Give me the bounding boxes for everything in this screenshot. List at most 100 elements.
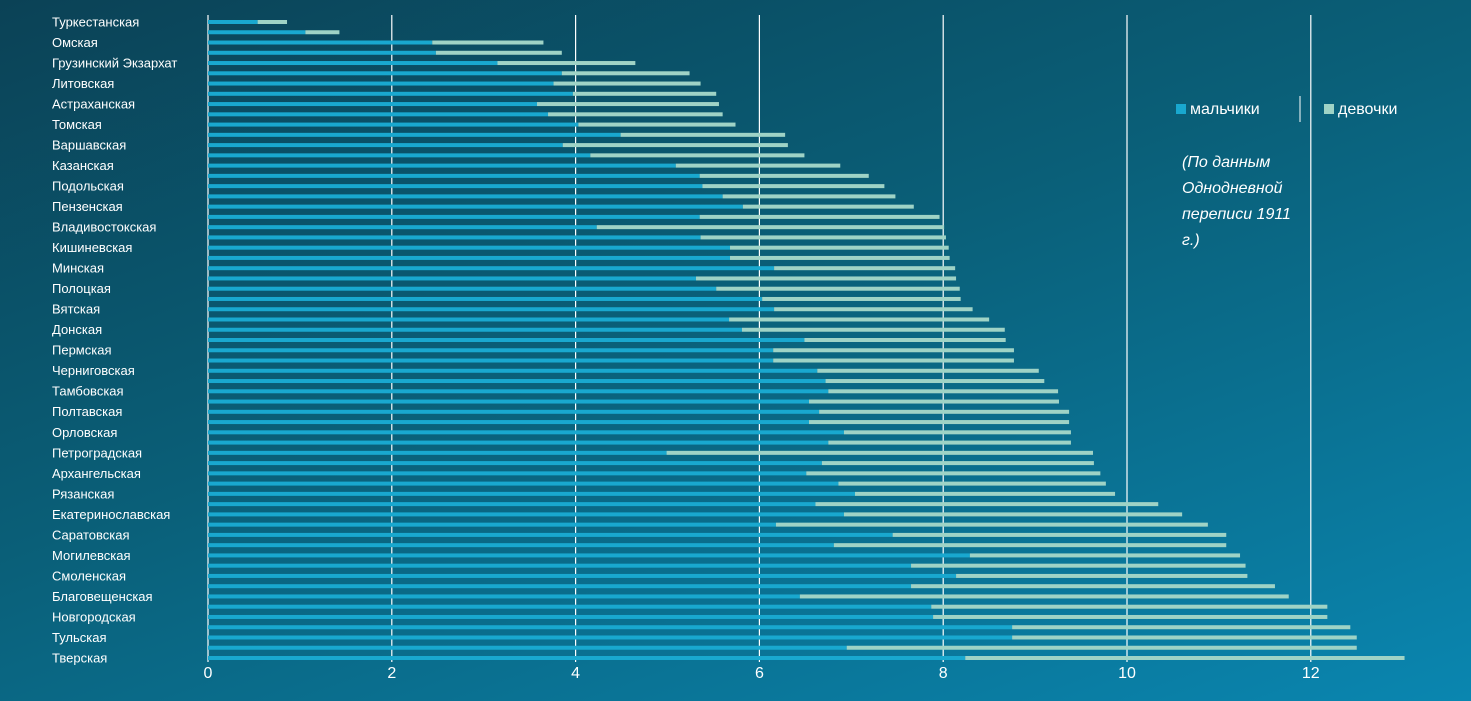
annotation: (По данным Однодневной переписи 1911 г.) <box>1182 154 1291 249</box>
y-tick-label: Саратовская <box>52 527 129 542</box>
bar-segment <box>208 71 562 76</box>
bar-segment <box>806 471 1101 476</box>
bar-segment <box>775 522 1208 527</box>
x-tick-label: 10 <box>1118 665 1136 682</box>
bar-segment <box>208 512 844 517</box>
bar-segment <box>208 420 810 425</box>
y-tick-label: Минская <box>52 261 104 276</box>
y-tick-label: Смоленская <box>52 568 126 583</box>
y-tick-label: Кишиневская <box>52 240 132 255</box>
bar-segment <box>965 656 1405 660</box>
y-tick-label: Подольская <box>52 179 124 194</box>
bar-segment <box>208 522 776 527</box>
bar-segment <box>773 358 1014 363</box>
y-tick-label: Грузинский Экзархат <box>52 55 177 70</box>
bar-segment <box>208 502 816 507</box>
bar-segment <box>208 327 742 332</box>
y-tick-label: Рязанская <box>52 486 114 501</box>
y-tick-label: Пермская <box>52 343 111 358</box>
bar-segment <box>208 594 800 599</box>
bar-segment <box>208 296 763 301</box>
bar-segment <box>208 471 807 476</box>
bar-segment <box>208 81 554 86</box>
bar-segment <box>208 61 498 66</box>
bar-segment <box>931 604 1328 609</box>
y-tick-label: Владивостокская <box>52 220 156 235</box>
y-tick-label: Тверская <box>52 650 107 665</box>
bar-segment <box>208 656 966 660</box>
legend-swatch <box>1324 104 1334 114</box>
bar-segment <box>702 184 885 189</box>
bar-segment <box>208 358 774 363</box>
y-tick-label: Варшавская <box>52 138 126 153</box>
bar-segment <box>699 214 940 219</box>
bar-segment <box>208 235 701 240</box>
y-tick-label: Новгородская <box>52 609 136 624</box>
y-tick-label: Благовещенская <box>52 589 153 604</box>
y-tick-label: Полтавская <box>52 404 122 419</box>
bar-segment <box>843 512 1183 517</box>
bar-segment <box>799 594 1289 599</box>
bar-segment <box>208 163 676 168</box>
bar-segment <box>208 491 855 496</box>
bar-segment <box>208 40 433 45</box>
bar-segment <box>825 379 1045 384</box>
y-tick-label: Омская <box>52 35 98 50</box>
legend-label: мальчики <box>1190 101 1260 118</box>
bar-segment <box>700 235 946 240</box>
bar-segment <box>208 625 1013 630</box>
bar-segment <box>809 399 1059 404</box>
y-tick-label: Пензенская <box>52 199 123 214</box>
bar-segment <box>666 450 1093 455</box>
bar-segment <box>208 214 700 219</box>
bar-segment <box>892 532 1227 537</box>
bar-segment <box>208 584 912 589</box>
bar-segment <box>208 266 775 271</box>
bar-segment <box>208 532 893 537</box>
bar-segment <box>208 50 436 55</box>
bar-segment <box>208 317 730 322</box>
y-tick-label: Тамбовская <box>52 384 124 399</box>
bar-segment <box>815 502 1159 507</box>
bar-segment <box>208 20 258 24</box>
bar-segment <box>729 317 990 322</box>
bar-segment <box>208 573 957 578</box>
bar-segment <box>833 543 1227 548</box>
bar-segment <box>208 255 730 260</box>
bar-segment <box>208 194 723 199</box>
bar-segment <box>208 440 829 445</box>
bar-segment <box>208 409 820 414</box>
bar-segment <box>208 635 1013 640</box>
bar-segment <box>716 286 960 291</box>
bar-segment <box>729 255 950 260</box>
bar-segment <box>596 225 945 230</box>
bar-segment <box>553 81 701 86</box>
bar-segment <box>742 204 914 209</box>
bar-segment <box>729 245 949 250</box>
bar-segment <box>774 307 973 312</box>
bar-segment <box>590 153 805 158</box>
bar-segment <box>208 379 826 384</box>
bar-segment <box>208 184 703 189</box>
bar-segment <box>561 71 690 76</box>
bar-segment <box>432 40 544 45</box>
bar-segment <box>208 153 591 158</box>
bar-segment <box>1012 625 1351 630</box>
y-tick-label: Томская <box>52 117 102 132</box>
y-tick-label: Донская <box>52 322 102 337</box>
bar-segment <box>208 30 306 35</box>
bar-segment <box>208 604 932 609</box>
bar-segment <box>208 614 934 619</box>
bar-segment <box>675 163 841 168</box>
bar-segment <box>828 440 1071 445</box>
bar-segment <box>911 563 1246 568</box>
y-tick-label: Полоцкая <box>52 281 111 296</box>
x-tick-label: 2 <box>387 665 396 682</box>
bar-segment <box>843 430 1071 435</box>
y-tick-label: Туркестанская <box>52 14 139 29</box>
bar-segment <box>208 430 844 435</box>
bar-segment <box>846 645 1357 650</box>
y-tick-label: Тульская <box>52 630 107 645</box>
bar-segment <box>699 173 869 178</box>
x-tick-label: 12 <box>1302 665 1320 682</box>
